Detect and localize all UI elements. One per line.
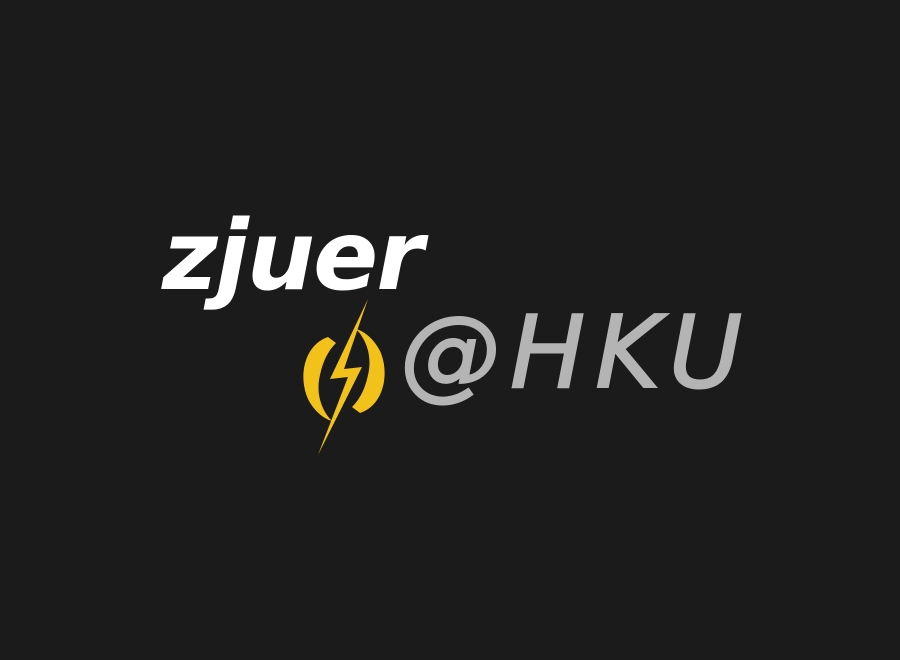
lightning-bolt-icon — [303, 299, 385, 455]
logo-word-hku: @HKU — [399, 294, 753, 411]
logo-word-zjuer: zjuer — [162, 200, 424, 312]
